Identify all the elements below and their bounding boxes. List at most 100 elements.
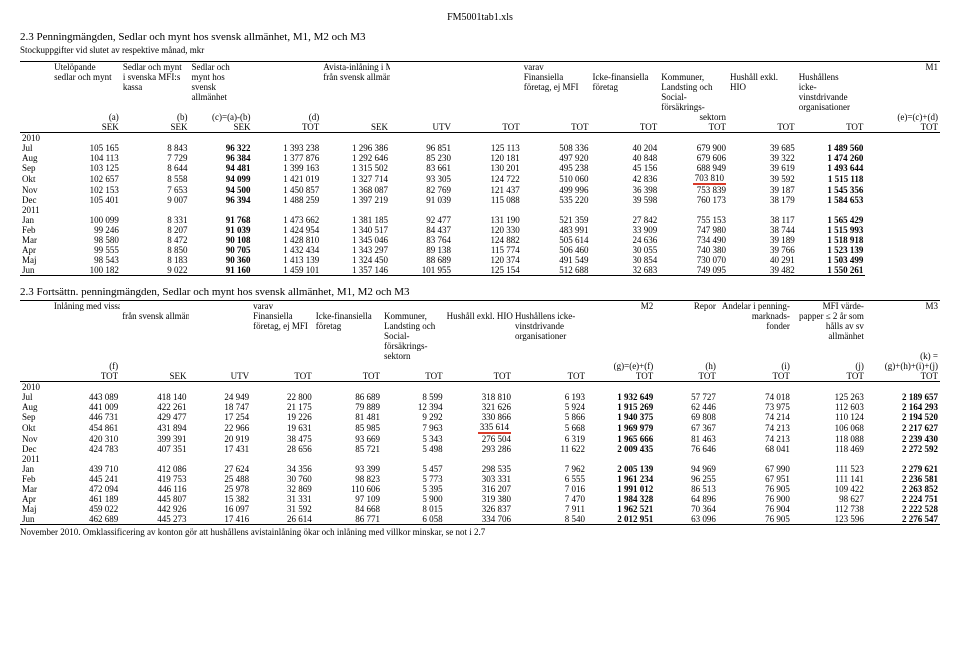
data-cell: 38 744 [728,225,797,235]
data-cell: 420 310 [52,434,120,444]
data-cell: 334 706 [445,514,513,525]
hdr-cell: försäkrings- [659,102,728,112]
hdr-cell [321,82,390,92]
data-cell: 316 207 [445,484,513,494]
hdr-cell: från svensk allmänhet [321,72,390,82]
data-cell: 1 296 386 [321,143,390,153]
hdr-cell [728,62,797,73]
hdr-cell [382,301,445,312]
hdr-cell: varav [522,62,591,73]
hdr-cell [314,301,382,312]
row-label: Sep [20,412,52,422]
data-cell: 27 624 [189,464,252,474]
data-cell: 446 116 [120,484,188,494]
row-label: Nov [20,434,52,444]
data-cell: 39 619 [728,163,797,173]
hdr-cell [314,351,382,361]
row-label: Jul [20,392,52,402]
data-cell: 57 727 [655,392,718,402]
section1-subtitle: Stockuppgifter vid slutet av respektive … [20,45,940,55]
data-cell: 1 377 876 [253,153,322,163]
data-cell: 103 125 [52,163,121,173]
hdr-cell [587,331,655,341]
hdr-cell [52,82,121,92]
data-cell: 1 991 012 [587,484,655,494]
hdr-cell [253,62,322,73]
data-cell: 459 022 [52,504,120,514]
data-cell: 1 473 662 [253,215,322,225]
data-cell: 36 398 [590,185,659,195]
data-cell: 7 653 [121,185,190,195]
hdr-cell: fonder [718,321,792,331]
hdr-cell: UTV [390,122,453,133]
data-cell: 74 213 [718,422,792,434]
data-cell: 1 345 046 [321,235,390,245]
hdr-cell: M1 [865,62,940,73]
hdr-cell: (e)=(c)+(d) [865,112,940,122]
hdr-cell [590,102,659,112]
hdr-cell: TOT [797,122,866,133]
data-cell: 1 932 649 [587,392,655,402]
data-cell: 7 016 [513,484,587,494]
hdr-cell [189,351,252,361]
hdr-cell: (f) [52,361,120,371]
hdr-cell: mynt hos [190,72,253,82]
data-cell: 86 689 [314,392,382,402]
hdr-cell [20,62,52,73]
hdr-cell [453,92,522,102]
hdr-cell: UTV [189,371,252,382]
data-cell: 318 810 [445,392,513,402]
hdr-cell [728,102,797,112]
hdr-cell: kassa [121,82,190,92]
data-cell: 734 490 [659,235,728,245]
hdr-cell [189,361,252,371]
year-label: 2010 [20,382,940,393]
hdr-cell: Hushåll exkl. [728,72,797,82]
hdr-cell [253,82,322,92]
data-cell: 19 631 [251,422,314,434]
hdr-cell [797,62,866,73]
data-cell: 2 224 751 [866,494,940,504]
data-cell: 67 990 [718,464,792,474]
data-cell: 429 477 [120,412,188,422]
data-cell: 15 382 [189,494,252,504]
row-label: Apr [20,494,52,504]
hdr-cell: Hushållens [797,72,866,82]
hdr-cell: Hushåll exkl. HIO [445,311,513,321]
hdr-cell [655,331,718,341]
data-cell: 98 627 [792,494,866,504]
footnote: November 2010. Omklassificering av konto… [20,527,940,537]
hdr-cell [513,351,587,361]
data-cell: 1 550 261 [797,265,866,276]
data-cell: 412 086 [120,464,188,474]
data-cell: 96 394 [190,195,253,205]
data-cell: 407 351 [120,444,188,454]
data-cell: 111 141 [792,474,866,484]
hdr-cell: varav [251,301,314,312]
hdr-cell [314,361,382,371]
data-cell: 112 603 [792,402,866,412]
data-cell: 8 850 [121,245,190,255]
data-cell: 125 263 [792,392,866,402]
data-cell: 1 961 234 [587,474,655,484]
data-cell: 1 397 219 [321,195,390,205]
data-cell: 1 413 139 [253,255,322,265]
hdr-cell: Social- [382,331,445,341]
hdr-cell: Social- [659,92,728,102]
data-cell: 8 207 [121,225,190,235]
hdr-cell [253,102,322,112]
hdr-cell [797,112,866,122]
hdr-cell [865,82,940,92]
hdr-cell [587,311,655,321]
data-cell: 495 238 [522,163,591,173]
hdr-cell [453,72,522,82]
data-cell: 90 705 [190,245,253,255]
data-cell: 86 771 [314,514,382,525]
data-cell: 115 774 [453,245,522,255]
hdr-cell: (k) = [866,351,940,361]
hdr-cell: (h) [655,361,718,371]
data-cell: 98 823 [314,474,382,484]
data-cell: 1 421 019 [253,173,322,185]
hdr-cell [590,62,659,73]
hdr-cell [321,102,390,112]
